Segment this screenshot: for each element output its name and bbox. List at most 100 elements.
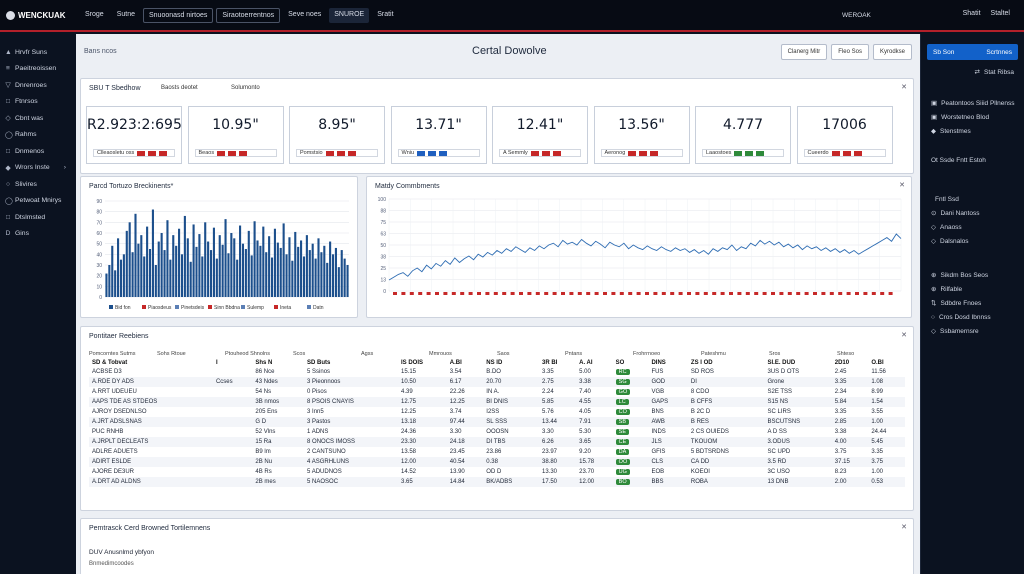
right-item[interactable]: ⊙ Dani Nantoss [921,206,1024,220]
right-item[interactable]: Ot Ssde Fntt Estoh [921,154,1024,166]
column-header[interactable]: O.BI [871,360,884,366]
top-nav-item[interactable]: Snuoonasd nirtoes [142,7,214,23]
top-nav-item[interactable]: SNUROE [329,7,370,23]
summary-tag[interactable]: Baosts deotet [161,85,198,91]
sidebar-item[interactable]: ◇ Cbnt was [0,110,76,127]
bar [343,258,346,297]
column-header[interactable]: IS DOIS [401,360,424,366]
kpi-card[interactable]: 17006 Cueerdo [796,106,893,164]
column-header[interactable]: SI.E. DUD [767,360,796,366]
right-item[interactable]: ⊕ Rilfable [921,282,1024,296]
column-header[interactable]: DINS [651,360,666,366]
primary-button[interactable]: Sb Son Scrtnnes [927,44,1018,60]
top-nav-item[interactable]: Siraotoerrentnos [216,7,281,23]
sidebar-icon: □ [5,147,11,155]
right-item[interactable]: ⇅ Sdbdre Fnoes [921,296,1024,310]
table-row[interactable]: A.JRPLT DECLEATS 15 Ra 8 ONOCS IMOSS 23.30 2… [89,437,905,447]
table-cell: A.RRT UDEUEU [92,389,137,395]
top-nav-item[interactable]: Sutne [116,10,135,18]
right-item[interactable]: ◆ Stenstmes [921,124,1024,138]
kpi-card[interactable]: 10.95" Beaos [187,106,284,164]
header-button[interactable]: Clanerg Mitr [780,44,828,60]
sidebar-item[interactable]: ◆ Wrors Inste › [0,160,76,177]
table-row[interactable]: AJROY DSEDNLSO 205 Ens 3 Inn5 12.25 3.74 I2SS… [89,407,905,417]
table-row[interactable]: A.RRT UDEUEU 54 Ns 0 Pisos 4.39 22.26 IN A. 2.… [89,387,905,397]
column-header[interactable]: A. AI [579,360,593,366]
right-item[interactable]: ⊕ Sikdm Bos Seos [921,268,1024,282]
table-cell: 2.45 [834,369,847,375]
close-icon[interactable]: ✕ [901,524,907,531]
table-row[interactable]: ACBSE D3 86 Nce 5 Ssinos 15.15 3.54 B.DO 3.35 5… [89,367,905,377]
sidebar-item[interactable]: ◯ Rahms [0,127,76,144]
column-header[interactable]: Shs N [255,360,273,366]
kpi-card[interactable]: R2.923:2:695 Clleaosletu oss [86,106,182,164]
table-cell: AJROY DSEDNLSO [92,409,147,415]
right-item[interactable]: ○ Cros Dosd Ibnnss [921,310,1024,324]
brand-logo[interactable]: WENCKUAK [0,10,76,20]
column-header[interactable]: 2D10 [834,360,850,366]
kpi-card[interactable]: 4.777 Laaostoes [695,106,791,164]
right-item[interactable]: ▣ Worstetneo Blod [921,110,1024,124]
sidebar-item[interactable]: D Gins [0,226,76,243]
top-nav-item[interactable]: Seve noes [288,10,322,18]
table-row[interactable]: PUC RNHB 52 Vlns 1 ADNS 24.36 3.30 OOOSN 3.30 5… [89,427,905,437]
header-button[interactable]: Kyrodkse [872,44,912,60]
table-row[interactable]: A.RDE DY ADS Ccses 43 Ndes 3 Pieonnoos 10.50… [89,377,905,387]
sidebar-item[interactable]: □ Dtslmsted [0,209,76,226]
summary-tag[interactable]: Solumonto [231,85,260,91]
table-cell: 3.38 [576,377,613,387]
sidebar-item[interactable]: ◯ Petwoat Mnirys [0,193,76,210]
event-marker [561,292,565,295]
right-item-label: Ot Ssde Fntt Estoh [931,156,986,164]
right-item[interactable]: ◇ Ssbamernsre [921,324,1024,338]
right-item[interactable]: ▣ Peatontoos Siiid Pllnenss [921,96,1024,110]
sidebar-item[interactable]: □ Ftnrsos [0,94,76,111]
brand-icon [6,10,15,20]
sidebar-icon: D [5,230,11,238]
event-marker [477,292,481,295]
kpi-card[interactable]: 12.41" A Semmly [492,106,588,164]
kpi-card[interactable]: 13.56" Aeronog [593,106,690,164]
column-header[interactable]: SD Buts [307,360,331,366]
sidebar-item[interactable]: ▲ Hrvfr Suns [0,44,76,61]
close-icon[interactable]: ✕ [899,182,905,189]
top-right-item[interactable]: Staltel [990,10,1010,17]
table-cell: 5.85 [538,397,577,407]
column-header[interactable]: NS ID [486,360,503,366]
breadcrumb[interactable]: Bans ncos [84,48,117,55]
sidebar-item[interactable]: □ Dnmenos [0,143,76,160]
sidebar-item-label: Cbnt was [15,114,44,122]
kpi-card[interactable]: 13.71" Wniu [390,106,487,164]
close-icon[interactable]: ✕ [901,332,907,339]
table-row[interactable]: ADIRT ESLDE 2B Nu 4 ASGRHLUNS 12.00 40.54 0.3… [89,457,905,467]
header-button[interactable]: Fleo Sos [831,44,869,60]
table-cell: UG [613,467,649,477]
column-header[interactable]: I [215,360,218,366]
right-item-icon: ◇ [931,238,936,245]
kpi-card[interactable]: 8.95" Pomstsio [289,106,385,164]
bar [308,250,311,297]
table-row[interactable]: ADLRE ADUETS B9 lm 2 CANTSUNO 13.58 23.45 23.… [89,447,905,457]
column-header[interactable]: A.BI [449,360,462,366]
sidebar-item[interactable]: ≡ Paeitreoissen [0,61,76,78]
column-header[interactable]: ZS I OD [690,360,713,366]
top-nav-item[interactable]: Sratit [377,10,394,18]
top-right-item[interactable]: Shatit [962,10,981,17]
chevron-right-icon: › [63,164,66,172]
table-row[interactable]: AJORE DE3UR 4B Rs 5 ADUDNOS 14.52 13.90 OD D 1… [89,467,905,477]
table-row[interactable]: AAPS TDE AS STDEOS 3B nmos 8 PSOIS CNAYIS 1… [89,397,905,407]
column-header[interactable]: SD & Tobvat [92,360,128,366]
right-item[interactable]: Fntl Ssd [921,192,1024,206]
right-link[interactable]: ⇄ Stat Ribsa [921,66,1024,78]
table-row[interactable]: A.DRT AD ALDNS 2B mes 5 NAOSOC 3.65 14.84 BK/… [89,477,905,487]
sidebar-item[interactable]: ▽ Dnrenroes [0,77,76,94]
close-icon[interactable]: ✕ [901,84,907,91]
column-header[interactable]: SO [615,360,625,366]
sidebar-item[interactable]: ○ Slivires [0,176,76,193]
top-nav-item[interactable]: Sroge [85,10,104,18]
table-cell: 97.44 [446,417,484,427]
right-item[interactable]: ◇ Dalsnalos [921,234,1024,248]
column-header[interactable]: 3R BI [541,360,558,366]
right-item[interactable]: ◇ Anaoss [921,220,1024,234]
